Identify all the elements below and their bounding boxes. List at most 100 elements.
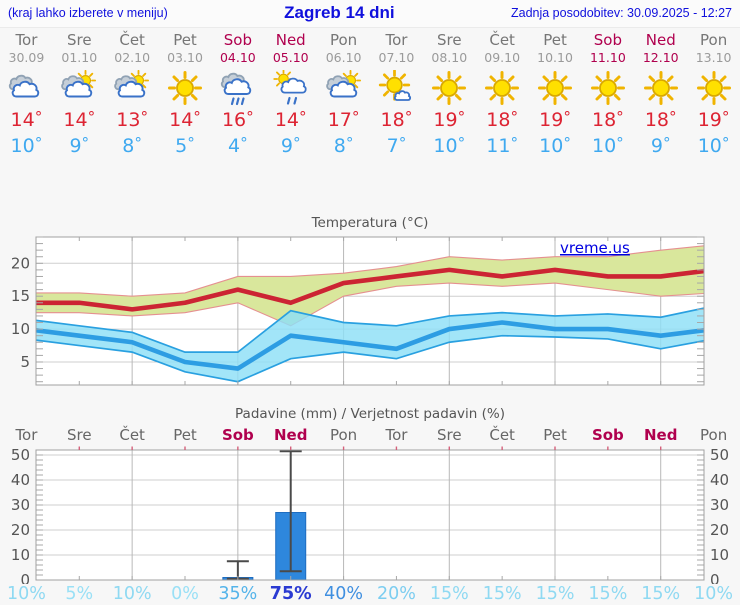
day-name: Sre [437,31,462,49]
day-column-tor-07.10[interactable]: Tor 07.10 18° 7° [370,31,423,159]
day-column-sre-08.10[interactable]: Sre 08.10 19° 10° [423,31,476,159]
sunny-icon [431,70,467,106]
day-column-sob-11.10[interactable]: Sob 11.10 18° 10° [581,31,634,159]
temp-ytick-label: 20 [11,254,30,272]
min-temperature: 10° [539,134,571,157]
precip-ytick-label-right: 40 [710,471,729,489]
sunny-icon [590,70,626,106]
precip-day-label: Sob [591,426,624,444]
precip-ytick-label-right: 30 [710,496,729,514]
day-column-pon-06.10[interactable]: Pon 06.10 17° 8° [317,31,370,159]
min-temperature: 10° [10,134,43,157]
max-temperature: 14° [169,108,201,131]
precip-probability: 15% [429,584,469,604]
precip-ytick-label-left: 0 [20,571,30,584]
day-column-čet-02.10[interactable]: Čet 02.10 13° 8° [106,31,159,159]
max-temperature: 18° [380,108,413,131]
precip-day-label: Čet [489,426,515,444]
precip-ytick-label-left: 20 [11,521,30,539]
sunny-icon [167,70,203,106]
day-column-pet-03.10[interactable]: Pet 03.10 14° 5° [159,31,212,159]
day-name: Pet [543,31,567,49]
min-temperature: 4° [228,134,248,157]
rain-icon [220,70,256,106]
max-temperature: 18° [591,108,624,131]
precip-probability-row: 10% 5% 10% 0% 35% 75% 40% 20% 15% 15% 15% 15% 15% 10% [0,584,740,605]
sunny-icon [484,70,520,106]
day-column-pet-10.10[interactable]: Pet 10.10 19° 10° [529,31,582,159]
precip-day-label: Pon [700,426,728,444]
precip-day-label: Sre [66,426,92,444]
precip-ytick-label-left: 50 [11,446,30,464]
day-column-sob-04.10[interactable]: Sob 04.10 16° 4° [211,31,264,159]
precip-probability: 35% [218,584,258,604]
temp-ytick-label: 10 [11,320,30,338]
max-temperature: 14° [10,108,43,131]
day-date: 08.10 [431,50,468,65]
precip-day-label: Čet [119,426,145,444]
max-temperature: 17° [327,108,360,131]
day-column-tor-30.09[interactable]: Tor 30.09 14° 10° [0,31,53,159]
min-temperature: 10° [433,134,466,157]
day-column-ned-12.10[interactable]: Ned 12.10 18° 9° [634,31,687,159]
day-column-sre-01.10[interactable]: Sre 01.10 14° 9° [53,31,106,159]
precip-probability: 15% [588,584,628,604]
temperature-chart: 5 10 15 20 vreme.us [11,236,705,386]
day-column-čet-09.10[interactable]: Čet 09.10 18° 11° [476,31,529,159]
min-temperature: 10° [697,134,730,157]
day-date: 09.10 [484,50,521,65]
max-temperature: 19° [539,108,571,131]
day-name: Tor [385,31,408,49]
precip-probability: 20% [376,584,416,604]
day-column-ned-05.10[interactable]: Ned 05.10 14° 9° [264,31,317,159]
day-date: 02.10 [114,50,151,65]
day-date: 01.10 [61,50,98,65]
precip-ytick-label-left: 30 [11,496,30,514]
precip-day-label: Tor [385,426,408,444]
precip-probability: 5% [65,584,94,604]
precip-probability: 0% [171,584,199,604]
min-temperature: 5° [175,134,195,157]
min-temperature: 8° [122,134,142,157]
sunny-icon [696,70,732,106]
day-name: Ned [645,31,676,49]
day-date: 11.10 [589,50,626,65]
mostly-sunny-icon [378,70,414,106]
precip-day-label: Ned [644,426,678,444]
day-date: 04.10 [219,50,256,65]
watermark-link[interactable]: vreme.us [560,239,630,257]
precip-ytick-label-right: 0 [710,571,720,584]
precip-day-label: Pet [543,426,567,444]
precip-day-labels: Tor Sre Čet Pet Sob Ned Pon Tor Sre Čet Pet Sob Ned P… [0,426,740,446]
temperature-chart-title: Temperatura (°C) [311,215,429,231]
precip-day-label: Sre [437,426,462,444]
precip-ytick-label-left: 40 [11,471,30,489]
precip-probability: 40% [324,584,364,604]
cloudy-icon [8,70,44,106]
day-name: Tor [15,31,38,49]
day-name: Pon [329,31,358,49]
precip-probability: 75% [269,584,312,604]
precip-day-label: Sob [221,426,254,444]
precip-ytick-label-right: 50 [710,446,729,464]
precip-day-label: Pet [173,426,197,444]
day-date: 13.10 [695,50,732,65]
day-date: 07.10 [378,50,415,65]
precip-probability: 10% [112,584,152,604]
forecast-strip: Tor 30.09 14° 10° Sre 01.10 14° 9° Čet 02.10 13° 8°… [0,31,740,159]
sunny-icon [537,70,573,106]
precip-day-label: Tor [15,426,38,444]
page-title: Zagreb 14 dni [284,3,395,22]
precip-day-label: Pon [329,426,358,444]
partly-cloudy-icon [61,70,97,106]
max-temperature: 14° [274,108,307,131]
precipitation-chart-title: Padavine (mm) / Verjetnost padavin (%) [235,406,505,422]
header: (kraj lahko izberete v meniju) Zagreb 14… [0,0,740,28]
precip-ytick-label-right: 20 [710,521,729,539]
max-temperature: 18° [486,108,519,131]
day-column-pon-13.10[interactable]: Pon 13.10 19° 10° [687,31,740,159]
day-name: Pet [173,31,197,49]
precip-ytick-label-right: 10 [710,546,729,564]
precip-probability: 15% [482,584,522,604]
location-menu-hint: (kraj lahko izberete v meniju) [8,6,168,20]
